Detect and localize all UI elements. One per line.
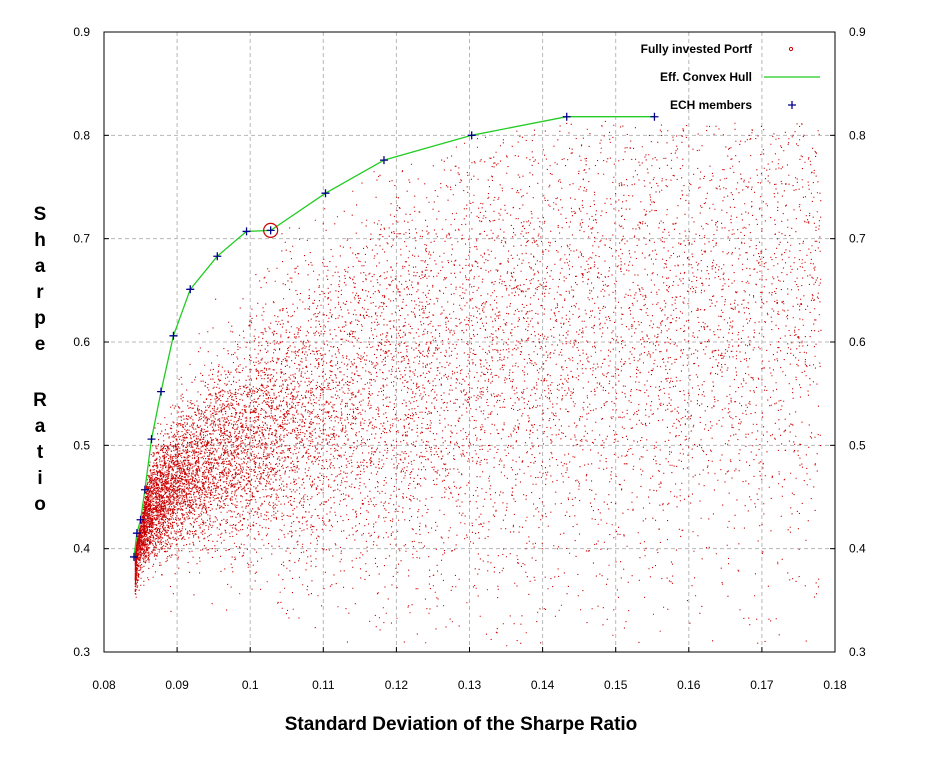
y-tick-label: 0.3 [73, 645, 90, 659]
x-tick-label: 0.1 [242, 678, 259, 692]
y-tick-label-right: 0.5 [849, 438, 866, 452]
hull-member-marker [650, 112, 659, 121]
hull-member-marker [186, 285, 195, 294]
hull-member-marker [140, 485, 149, 494]
legend: Fully invested Portf Eff. Convex Hull ECH … [641, 42, 820, 112]
hull-member-marker [379, 156, 388, 165]
convex-hull-layer [133, 116, 655, 557]
y-axis-label-letter: r [36, 282, 44, 303]
y-tick-label-right: 0.4 [849, 542, 866, 556]
x-tick-label: 0.17 [750, 678, 774, 692]
hull-member-marker [169, 331, 178, 340]
y-axis-label-letter: h [34, 230, 46, 251]
y-axis-label-letter: S [34, 204, 47, 225]
convex-hull-line [133, 116, 655, 557]
y-tick-label: 0.5 [73, 438, 90, 452]
x-tick-label: 0.13 [458, 678, 482, 692]
y-tick-label-right: 0.8 [849, 128, 866, 142]
y-axis-label-letter: i [37, 468, 42, 489]
y-axis-label-letter: R [33, 390, 47, 411]
portfolio-cloud [134, 120, 822, 647]
y-tick-label-right: 0.6 [849, 335, 866, 349]
x-tick-label: 0.18 [823, 678, 847, 692]
y-tick-label: 0.8 [73, 128, 90, 142]
hull-member-marker [213, 252, 222, 261]
x-tick-label: 0.09 [165, 678, 189, 692]
hull-member-marker [321, 189, 330, 198]
x-axis-label: Standard Deviation of the Sharpe Ratio [285, 714, 638, 735]
x-tick-label: 0.12 [385, 678, 409, 692]
y-tick-label-right: 0.3 [849, 645, 866, 659]
x-tick-label: 0.11 [312, 678, 335, 692]
x-tick-label: 0.16 [677, 678, 701, 692]
portfolio-points [134, 120, 822, 647]
hull-member-marker [242, 227, 251, 236]
legend-label: Fully invested Portf [641, 42, 753, 56]
hull-member-marker [132, 529, 141, 538]
hull-member-marker [562, 112, 571, 121]
y-axis-label-letter: t [37, 442, 44, 463]
legend-plus-swatch [788, 101, 796, 109]
hull-members-layer [129, 112, 659, 561]
hull-member-marker [129, 552, 138, 561]
y-tick-label: 0.4 [73, 542, 90, 556]
hull-member-marker [157, 387, 166, 396]
y-tick-label-right: 0.7 [849, 232, 866, 246]
legend-label: ECH members [670, 98, 752, 112]
hull-member-marker [136, 515, 145, 524]
legend-dot-swatch [788, 46, 794, 52]
hull-member-marker [266, 226, 275, 235]
x-tick-label: 0.15 [604, 678, 628, 692]
y-tick-label: 0.9 [73, 25, 90, 39]
hull-member-marker [147, 435, 156, 444]
x-tick-label: 0.14 [531, 678, 555, 692]
y-axis-label-letter: e [35, 334, 46, 355]
y-axis-label-letter: p [34, 308, 46, 329]
legend-label: Eff. Convex Hull [660, 70, 752, 84]
y-axis-label-letter: a [35, 416, 46, 437]
y-tick-label: 0.7 [73, 232, 90, 246]
y-axis-label-letter: o [34, 494, 46, 515]
x-tick-label: 0.08 [92, 678, 116, 692]
hull-member-marker [467, 131, 476, 140]
y-axis-label-letter: a [35, 256, 46, 277]
tick-labels: 0.08 0.09 0.1 0.11 0.12 0.13 0.14 0.15 0.16 0.17 0… [73, 25, 866, 692]
highlight-circle [263, 222, 279, 238]
grid-lines [104, 32, 835, 652]
y-tick-label: 0.6 [73, 335, 90, 349]
y-tick-label-right: 0.9 [849, 25, 866, 39]
